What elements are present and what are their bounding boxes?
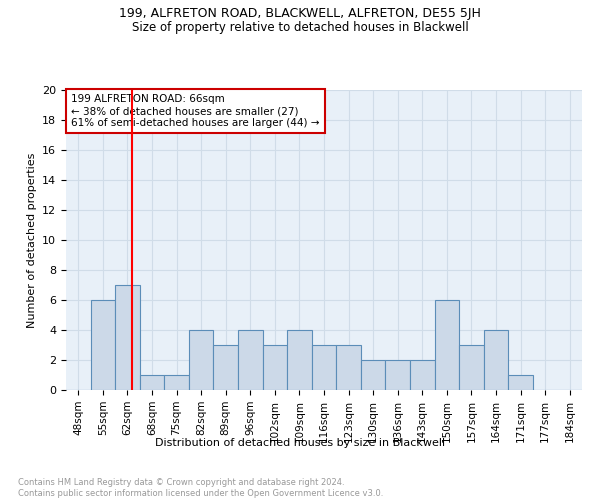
Bar <box>385 360 410 390</box>
Bar <box>410 360 434 390</box>
Text: Size of property relative to detached houses in Blackwell: Size of property relative to detached ho… <box>131 21 469 34</box>
Bar <box>484 330 508 390</box>
Bar <box>214 345 238 390</box>
Y-axis label: Number of detached properties: Number of detached properties <box>26 152 37 328</box>
Bar <box>140 375 164 390</box>
Bar <box>312 345 336 390</box>
Bar <box>189 330 214 390</box>
Text: Distribution of detached houses by size in Blackwell: Distribution of detached houses by size … <box>155 438 445 448</box>
Text: 199, ALFRETON ROAD, BLACKWELL, ALFRETON, DE55 5JH: 199, ALFRETON ROAD, BLACKWELL, ALFRETON,… <box>119 8 481 20</box>
Text: Contains HM Land Registry data © Crown copyright and database right 2024.
Contai: Contains HM Land Registry data © Crown c… <box>18 478 383 498</box>
Bar <box>238 330 263 390</box>
Bar <box>115 285 140 390</box>
Bar <box>361 360 385 390</box>
Text: 199 ALFRETON ROAD: 66sqm
← 38% of detached houses are smaller (27)
61% of semi-d: 199 ALFRETON ROAD: 66sqm ← 38% of detach… <box>71 94 320 128</box>
Bar <box>164 375 189 390</box>
Bar <box>459 345 484 390</box>
Bar <box>287 330 312 390</box>
Bar <box>336 345 361 390</box>
Bar <box>91 300 115 390</box>
Bar <box>434 300 459 390</box>
Bar <box>263 345 287 390</box>
Bar <box>508 375 533 390</box>
